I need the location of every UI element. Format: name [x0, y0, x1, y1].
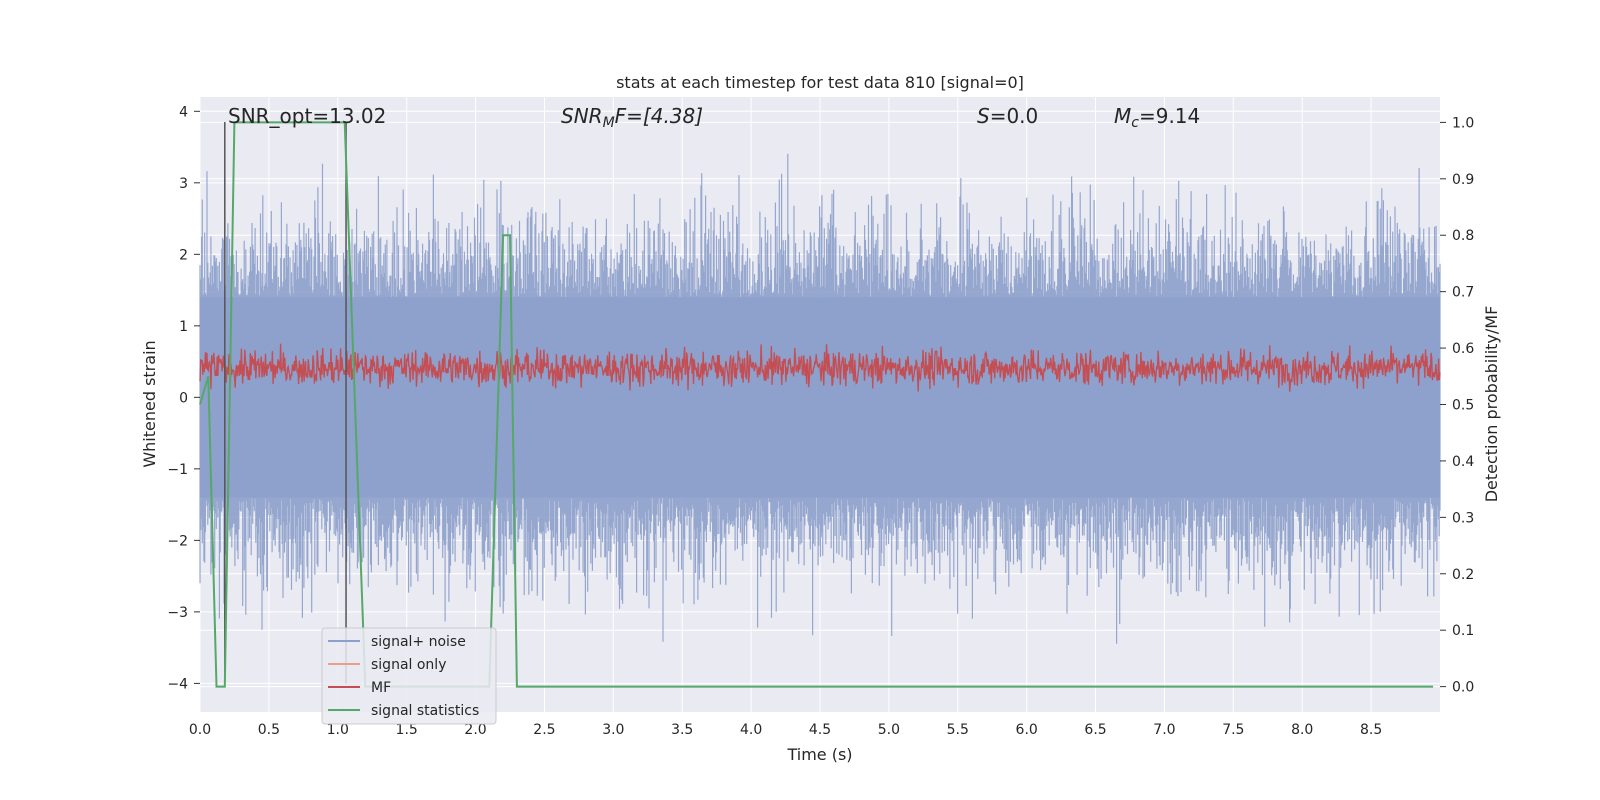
annotation-s: S=0.0: [977, 104, 1038, 128]
y-left-tick-label: −4: [167, 676, 188, 692]
chart-title: stats at each timestep for test data 810…: [616, 73, 1024, 92]
y-right-tick-label: 0.2: [1452, 567, 1474, 583]
event-markers: [224, 122, 347, 684]
x-tick-label: 2.0: [464, 722, 486, 738]
legend-label-signal-only: signal only: [371, 657, 446, 673]
y-right-tick-label: 0.8: [1452, 228, 1474, 244]
legend-label-signal-statistics: signal statistics: [371, 703, 479, 719]
y-axis-right-label: Detection probability/MF: [1482, 306, 1501, 503]
annotation-snr-opt: SNR_opt=13.02: [228, 104, 386, 128]
y-left-tick-label: 0: [179, 390, 188, 406]
x-tick-label: 3.0: [602, 722, 624, 738]
x-tick-label: 4.0: [740, 722, 762, 738]
x-tick-label: 7.0: [1153, 722, 1175, 738]
y-left-tick-label: 1: [179, 319, 188, 335]
y-axis-right-ticks: 1.0 0.9 0.8 0.7 0.6 0.5 0.4 0.3 0.2 0.1 0.0: [1440, 115, 1474, 696]
x-tick-label: 5.0: [878, 722, 900, 738]
x-tick-label: 0.5: [258, 722, 280, 738]
y-left-tick-label: −2: [167, 533, 188, 549]
y-right-tick-label: 0.6: [1452, 341, 1474, 357]
x-tick-label: 0.0: [189, 722, 211, 738]
y-right-tick-label: 0.0: [1452, 680, 1474, 696]
x-tick-label: 2.5: [533, 722, 555, 738]
mf-series: [199, 343, 1441, 392]
legend-label-signal-noise: signal+ noise: [371, 634, 466, 650]
x-tick-label: 6.0: [1016, 722, 1038, 738]
y-axis-left-label: Whitened strain: [140, 340, 159, 467]
x-tick-label: 6.5: [1084, 722, 1106, 738]
signal-statistics-line: [199, 121, 1434, 688]
y-left-tick-label: −3: [167, 605, 188, 621]
x-axis-ticks: 0.0 0.5 1.0 1.5 2.0 2.5 3.0 3.5 4.0 4.5 5.0 5.5 6.0 6…: [189, 722, 1382, 738]
x-axis-label: Time (s): [786, 745, 852, 764]
legend-label-mf: MF: [371, 680, 391, 696]
y-left-tick-label: 3: [179, 176, 188, 192]
y-right-tick-label: 0.3: [1452, 510, 1474, 526]
x-tick-label: 4.5: [809, 722, 831, 738]
y-left-tick-label: 2: [179, 247, 188, 263]
annotation-snr-mf: SNRMF=[4.38]: [561, 104, 703, 131]
x-tick-label: 5.5: [947, 722, 969, 738]
x-tick-label: 1.5: [396, 722, 418, 738]
y-right-tick-label: 0.9: [1452, 172, 1474, 188]
y-right-tick-label: 0.5: [1452, 398, 1474, 414]
y-right-tick-label: 1.0: [1452, 115, 1474, 131]
y-axis-left-ticks: 4 3 2 1 0 −1 −2 −3 −4: [167, 104, 200, 692]
signal-noise-series: [199, 153, 1441, 644]
x-tick-label: 7.5: [1222, 722, 1244, 738]
legend: signal+ noise signal only MF signal stat…: [321, 627, 497, 725]
y-right-tick-label: 0.1: [1452, 623, 1474, 639]
mf-line: [199, 343, 1441, 392]
signal-noise-core: [200, 297, 1440, 498]
y-left-tick-label: −1: [167, 462, 188, 478]
x-tick-label: 1.0: [327, 722, 349, 738]
signal-statistics-series: [199, 121, 1434, 688]
legend-box: [321, 627, 497, 725]
y-right-tick-label: 0.7: [1452, 285, 1474, 301]
y-right-tick-label: 0.4: [1452, 454, 1474, 470]
x-tick-label: 8.0: [1291, 722, 1313, 738]
x-tick-label: 3.5: [671, 722, 693, 738]
annotation-mc: Mc=9.14: [1114, 104, 1200, 131]
y-left-tick-label: 4: [179, 104, 188, 120]
x-tick-label: 8.5: [1360, 722, 1382, 738]
